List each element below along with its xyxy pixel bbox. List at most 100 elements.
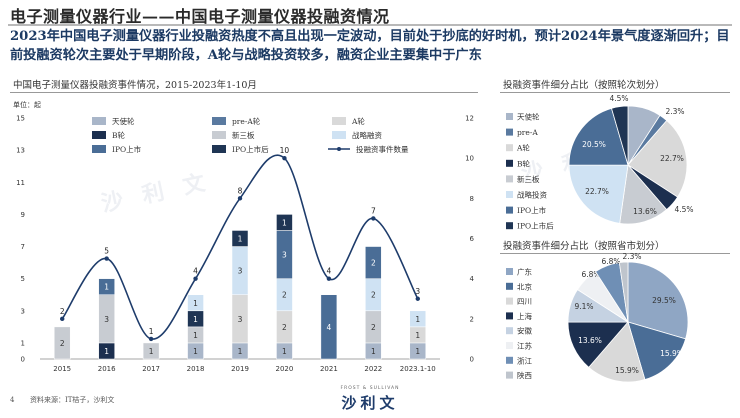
left-tick-label: 5	[21, 275, 25, 283]
bar-segment-label: 2	[282, 291, 287, 300]
total-events-label: 4	[193, 267, 198, 276]
legend-label: IPO上市	[112, 144, 142, 154]
bar-chart-unit: 单位：起	[13, 101, 41, 109]
bar-segment-label: 1	[415, 331, 420, 340]
total-events-label: 3	[415, 287, 420, 296]
round-pie-legend-swatch	[506, 128, 513, 136]
bar-segment	[98, 278, 115, 295]
total-events-label: 5	[104, 247, 109, 256]
round-pie-legend-swatch	[506, 175, 513, 183]
legend-label: B轮	[112, 130, 126, 140]
x-tick-label: 2021	[320, 365, 338, 373]
left-tick-label: 9	[21, 211, 25, 219]
pie2-rule	[500, 253, 730, 254]
round-pie-legend-swatch	[506, 222, 513, 230]
round-pie-value-label: 4.5%	[674, 205, 693, 214]
region-pie-slice	[627, 321, 687, 381]
right-tick-label: 4	[470, 275, 475, 283]
left-tick-label: 0	[21, 356, 25, 364]
region-pie-legend-label: 浙江	[517, 355, 532, 365]
total-events-label: 10	[280, 146, 290, 155]
round-pie-legend-swatch	[506, 191, 513, 198]
round-pie-legend-swatch	[506, 206, 513, 214]
region-pie-slice	[588, 321, 646, 383]
bar-segment-label: 3	[238, 315, 243, 324]
round-pie-slice	[627, 119, 688, 198]
region-pie-legend-swatch	[506, 327, 513, 335]
region-pie-legend-swatch	[506, 342, 513, 349]
left-tick-label: 3	[21, 307, 25, 315]
total-events-point	[415, 296, 420, 301]
total-events-label: 4	[326, 267, 331, 276]
left-tick-label: 13	[16, 147, 25, 155]
source-note: 资料来源：IT桔子，沙利文	[30, 396, 115, 404]
bar-segment-label: 1	[415, 315, 420, 324]
region-pie-legend-label: 北京	[517, 281, 532, 291]
total-events-label: 7	[371, 206, 376, 215]
round-pie-legend-swatch	[506, 144, 513, 152]
bar-segment-label: 1	[149, 347, 154, 356]
legend-label: 新三板	[232, 130, 255, 140]
legend-swatch	[212, 117, 226, 125]
total-events-point	[371, 216, 376, 221]
region-pie-legend-swatch	[506, 371, 513, 379]
legend-swatch	[212, 131, 226, 139]
round-pie-value-label: 4.5%	[609, 94, 628, 103]
legend-swatch	[92, 145, 106, 153]
total-events-point	[148, 336, 154, 342]
region-pie-value-label: 6.8%	[601, 257, 620, 266]
bar-segment	[231, 230, 249, 247]
bar-segment-label: 1	[282, 218, 287, 227]
x-tick-label: 2016	[98, 365, 116, 373]
legend-swatch	[332, 117, 346, 125]
round-pie-value-label: 13.6%	[633, 207, 657, 216]
region-pie-legend-swatch	[506, 356, 513, 364]
round-pie-value-label: 22.7%	[660, 154, 684, 163]
round-pie-legend-label: 战略投资	[517, 190, 547, 200]
bar-segment-label: 4	[326, 323, 331, 332]
round-pie-legend-label: 新三板	[517, 174, 540, 184]
x-tick-label: 2023.1-10	[400, 365, 436, 373]
bar-segment-label: 1	[104, 283, 109, 292]
right-tick-label: 6	[470, 235, 475, 243]
legend-line-marker	[337, 147, 341, 151]
total-events-point	[237, 196, 243, 201]
region-pie-legend-swatch	[506, 282, 513, 290]
round-pie-value-label: 22.7%	[585, 187, 609, 196]
legend-label: 天使轮	[112, 116, 135, 126]
region-pie-legend-swatch	[506, 312, 513, 320]
bar-segment-label: 1	[193, 299, 198, 308]
region-pie-value-label: 9.1%	[574, 302, 593, 311]
legend-swatch	[332, 131, 346, 139]
bar-segment-label: 1	[371, 347, 376, 356]
region-pie-value-label: 6.8%	[581, 270, 600, 279]
round-pie-legend-label: IPO上市	[517, 205, 547, 215]
round-pie-value-label: 2.3%	[665, 107, 684, 116]
round-pie-slice	[568, 164, 629, 224]
pie1-title: 投融资事件细分占比（按照轮次划分）	[503, 80, 665, 91]
bar-segment-label: 2	[371, 323, 376, 332]
left-tick-label: 11	[16, 179, 25, 187]
region-pie-slice	[618, 261, 629, 323]
bar-segment	[276, 214, 293, 231]
round-pie-slice	[568, 107, 629, 166]
bar-segment-label: 1	[238, 235, 243, 244]
region-pie-value-label: 13.6%	[578, 336, 602, 345]
region-pie-legend-label: 安徽	[517, 326, 532, 336]
region-pie-legend-swatch	[506, 268, 513, 275]
pie2-title: 投融资事件细分占比（按照省市划分）	[503, 241, 665, 252]
bar-segment-label: 1	[104, 347, 109, 356]
bar-segment-label: 1	[193, 315, 198, 324]
legend-label: 投融资事件数量	[356, 144, 409, 154]
region-pie-slice	[627, 261, 689, 340]
total-events-point	[60, 316, 65, 322]
bar-chart-title: 中国电子测量仪器投融资事件情况，2015-2023年1-10月	[13, 80, 257, 91]
right-tick-label: 2	[470, 315, 474, 323]
legend-label: IPO上市后	[232, 144, 269, 154]
bar-segment	[365, 246, 382, 279]
region-pie-legend-swatch	[506, 297, 513, 305]
round-pie-legend-label: B轮	[517, 158, 531, 168]
bar-segment	[409, 310, 427, 328]
x-tick-label: 2018	[187, 365, 205, 373]
